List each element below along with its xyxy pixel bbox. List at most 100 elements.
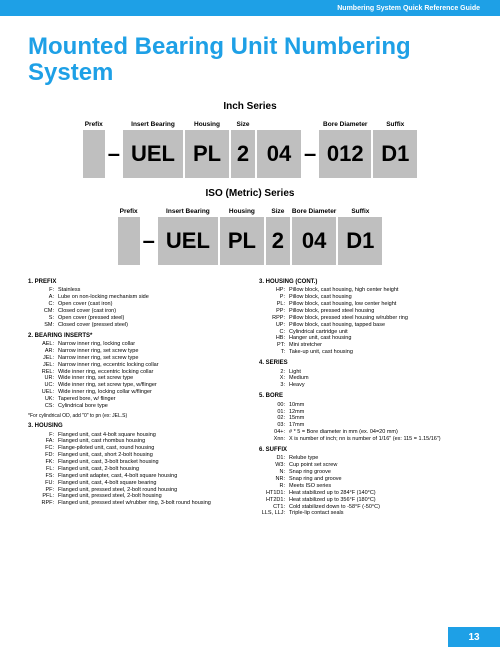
def-row: FC:Flange-piloted unit, cast, round hous… [28,445,241,452]
def-val: Narrow inner ring, eccentric locking col… [58,362,241,369]
def-val: Pillow block, cast housing [289,294,472,301]
def-key: W3: [259,462,289,469]
block-prefix [83,130,105,178]
def-val: Flanged unit, pressed steel w/rubber rin… [58,500,241,507]
def-row: FK:Flanged unit, cast, 3-bolt bracket ho… [28,459,241,466]
lbl-housing-iso: Housing [229,201,255,215]
def-row: FU:Flanged unit, cast, 4-bolt square bea… [28,480,241,487]
dash: – [107,130,121,178]
def-val: X is number of inch; nn is number of 1/1… [289,436,472,443]
block-size: 2 [231,130,255,178]
def-row: JEL:Narrow inner ring, set screw type [28,355,241,362]
def-key: C: [28,301,58,308]
def-row: UEL:Wide inner ring, locking collar w/fl… [28,389,241,396]
def-row: RPP:Pillow block, pressed steel housing … [259,315,472,322]
def-row: NR:Snap ring and groove [259,476,472,483]
def-key: Xnn: [259,436,289,443]
def-key: PF: [28,487,58,494]
inserts-footnote: *For cylindrical OD, add "0" to pn (ex: … [28,413,241,419]
block-insert: UEL [123,130,183,178]
sec-bore-list: 00:10mm01:12mm02:15mm03:17mm04+:# * 5 = … [259,402,472,443]
sec-series-title: 4. SERIES [259,360,472,368]
def-row: 04+:# * 5 = Bore diameter in mm (ex. 04=… [259,429,472,436]
def-row: RPF:Flanged unit, pressed steel w/rubber… [28,500,241,507]
block-prefix-iso [118,217,140,265]
def-row: A:Lube on non-locking mechanism side [28,294,241,301]
def-row: 2:Light [259,369,472,376]
block-bore: 012 [319,130,371,178]
def-val: 15mm [289,415,472,422]
def-val: Pillow block, cast housing, high center … [289,287,472,294]
def-key: HP: [259,287,289,294]
def-val: Stainless [58,287,241,294]
def-val: Closed cover (pressed steel) [58,322,241,329]
block-suffix-iso: D1 [338,217,382,265]
lbl-size: Size [236,114,249,128]
def-val: Cold stabilized down to -58°F (-50°C) [289,504,472,511]
def-row: HT1D1:Heat stabilized up to 284°F (140°C… [259,490,472,497]
def-row: UR:Wide inner ring, set screw type [28,375,241,382]
lbl-suffix: Suffix [386,114,404,128]
def-row: 00:10mm [259,402,472,409]
page-title: Mounted Bearing Unit Numbering System [28,34,472,87]
def-key: JEL: [28,355,58,362]
def-val: Cylindrical bore type [58,403,241,410]
def-key: 02: [259,415,289,422]
sec-inserts-title: 2. BEARING INSERTS* [28,333,241,341]
def-val: Snap ring and groove [289,476,472,483]
def-key: T: [259,349,289,356]
def-val: Narrow inner ring, set screw type [58,348,241,355]
def-row: PFL:Flanged unit, pressed steel, 2-bolt … [28,493,241,500]
def-val: Take-up unit, cast housing [289,349,472,356]
def-val: Wide inner ring, set screw type [58,375,241,382]
def-row: HT2D1:Heat stabilized up to 356°F (180°C… [259,497,472,504]
def-key: PP: [259,308,289,315]
def-val: Wide inner ring, locking collar w/flinge… [58,389,241,396]
def-row: 03:17mm [259,422,472,429]
def-val: Flanged unit, cast 4-bolt square housing [58,432,241,439]
lbl-prefix: Prefix [85,114,103,128]
block-housing: PL [185,130,229,178]
def-key: RPF: [28,500,58,507]
def-val: Light [289,369,472,376]
block-suffix: D1 [373,130,417,178]
def-key: LLS, LLJ: [259,510,289,517]
def-val: Open cover (pressed steel) [58,315,241,322]
def-key: P: [259,294,289,301]
def-key: FS: [28,473,58,480]
def-key: 3: [259,382,289,389]
def-row: 01:12mm [259,409,472,416]
def-val: Relube type [289,455,472,462]
sec-suffix-title: 6. SUFFIX [259,447,472,455]
page-body: Mounted Bearing Unit Numbering System In… [0,16,500,517]
def-val: Heat stabilized up to 356°F (180°C) [289,497,472,504]
def-key: JEL: [28,362,58,369]
def-val: Cup point set screw [289,462,472,469]
def-key: 01: [259,409,289,416]
sec-inserts-list: AEL:Narrow inner ring, locking collarAR:… [28,341,241,410]
def-val: Pillow block, cast housing, low center h… [289,301,472,308]
def-key: UEL: [28,389,58,396]
def-row: CS:Cylindrical bore type [28,403,241,410]
def-key: PL: [259,301,289,308]
def-key: PFL: [28,493,58,500]
lbl-suffix-iso: Suffix [351,201,369,215]
page-number: 13 [448,627,500,647]
def-key: C: [259,329,289,336]
def-key: CT1: [259,504,289,511]
def-row: C:Cylindrical cartridge unit [259,329,472,336]
def-key: FL: [28,466,58,473]
defs-col-left: 1. PREFIX F:StainlessA:Lube on non-locki… [28,275,241,518]
def-val: Flange-piloted unit, cast, round housing [58,445,241,452]
def-row: R:Meets ISO series [259,483,472,490]
lbl-housing: Housing [194,114,220,128]
def-row: REL:Wide inner ring, eccentric locking c… [28,369,241,376]
def-key: X: [259,375,289,382]
def-row: N:Snap ring groove [259,469,472,476]
def-val: Flanged unit adapter, cast, 4-bolt squar… [58,473,241,480]
def-row: Xnn:X is number of inch; nn is number of… [259,436,472,443]
def-key: RPP: [259,315,289,322]
sec-suffix-list: D1:Relube typeW3:Cup point set screwN:Sn… [259,455,472,517]
block-bore-iso: 04 [292,217,336,265]
def-val: Closed cover (cast iron) [58,308,241,315]
